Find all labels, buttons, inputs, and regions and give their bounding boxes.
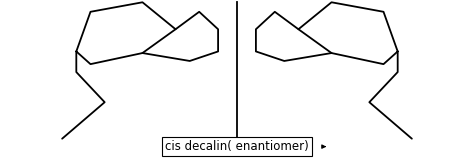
- Text: cis decalin( enantiomer): cis decalin( enantiomer): [165, 140, 309, 153]
